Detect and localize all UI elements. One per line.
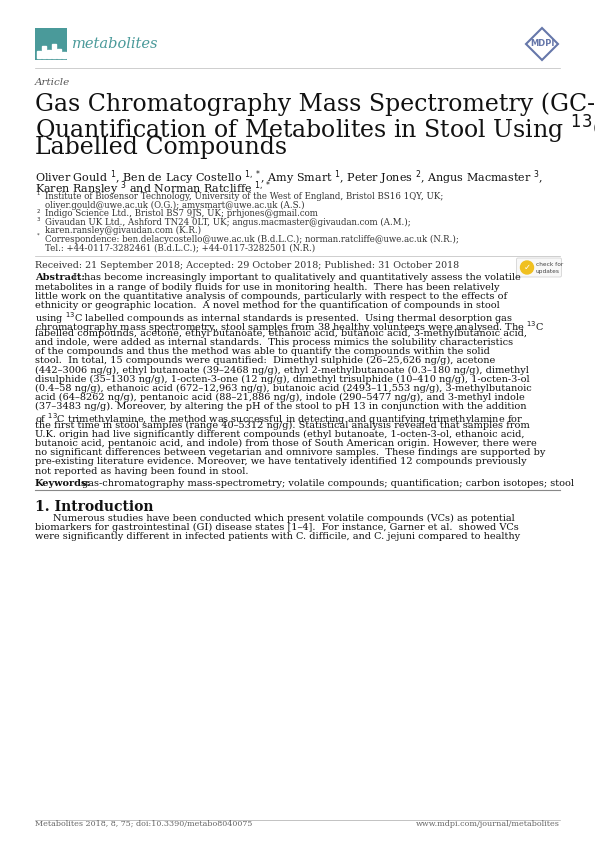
Text: $^{*}$: $^{*}$ [36, 235, 40, 242]
Text: Keywords:: Keywords: [35, 479, 91, 488]
Text: karen.ransley@givaudan.com (K.R.): karen.ransley@givaudan.com (K.R.) [45, 226, 201, 235]
Text: Karen Ransley $^{3}$ and Norman Ratcliffe $^{1,*}$: Karen Ransley $^{3}$ and Norman Ratcliff… [35, 179, 271, 198]
Text: were significantly different in infected patients with C. difficile, and C. jeju: were significantly different in infected… [35, 532, 520, 541]
Bar [52, 44, 55, 58]
Text: Institute of Biosensor Technology, University of the West of England, Bristol BS: Institute of Biosensor Technology, Unive… [45, 192, 443, 201]
Text: $^{3}$: $^{3}$ [36, 217, 41, 226]
Text: Numerous studies have been conducted which present volatile compounds (VCs) as p: Numerous studies have been conducted whi… [53, 514, 515, 523]
Text: Correspondence: ben.delacycostello@uwe.ac.uk (B.d.L.C.); norman.ratcliffe@uwe.ac: Correspondence: ben.delacycostello@uwe.a… [45, 235, 459, 243]
Text: updates: updates [536, 269, 560, 274]
Text: pre-existing literature evidence. Moreover, we have tentatively identified 12 co: pre-existing literature evidence. Moreov… [35, 457, 527, 466]
Text: Tel.: +44-0117-3282461 (B.d.L.C.); +44-0117-3282501 (N.R.): Tel.: +44-0117-3282461 (B.d.L.C.); +44-0… [45, 243, 315, 252]
Text: www.mdpi.com/journal/metabolites: www.mdpi.com/journal/metabolites [416, 820, 560, 828]
Text: little work on the quantitative analysis of compounds, particularly with respect: little work on the quantitative analysis… [35, 292, 507, 301]
Text: (37–3483 ng/g). Moreover, by altering the pH of the stool to pH 13 in conjunctio: (37–3483 ng/g). Moreover, by altering th… [35, 402, 527, 412]
Text: Givaudan UK Ltd., Ashford TN24 0LT, UK; angus.macmaster@givaudan.com (A.M.);: Givaudan UK Ltd., Ashford TN24 0LT, UK; … [45, 217, 411, 226]
Text: Labelled Compounds: Labelled Compounds [35, 136, 287, 159]
Bar [42, 46, 45, 58]
Text: It has become increasingly important to qualitatively and quantitatively assess : It has become increasingly important to … [73, 274, 521, 283]
Text: (442–3006 ng/g), ethyl butanoate (39–2468 ng/g), ethyl 2-methylbutanoate (0.3–18: (442–3006 ng/g), ethyl butanoate (39–246… [35, 365, 529, 375]
Text: ethnicity or geographic location.  A novel method for the quantification of comp: ethnicity or geographic location. A nove… [35, 301, 500, 310]
Text: $^{1}$: $^{1}$ [36, 192, 41, 200]
Text: Metabolites 2018, 8, 75; doi:10.3390/metabo8040075: Metabolites 2018, 8, 75; doi:10.3390/met… [35, 820, 252, 828]
Bar [57, 49, 61, 58]
Text: gas-chromatography mass-spectrometry; volatile compounds; quantification; carbon: gas-chromatography mass-spectrometry; vo… [82, 479, 574, 488]
Text: stool.  In total, 15 compounds were quantified:  Dimethyl sulphide (26–25,626 ng: stool. In total, 15 compounds were quant… [35, 356, 495, 365]
Text: the first time in stool samples (range 40–5312 ng/g). Statistical analysis revea: the first time in stool samples (range 4… [35, 421, 530, 429]
Text: disulphide (35–1303 ng/g), 1-octen-3-one (12 ng/g), dimethyl trisulphide (10–410: disulphide (35–1303 ng/g), 1-octen-3-one… [35, 375, 530, 384]
Text: (0.4–58 ng/g), ethanoic acid (672–12,963 ng/g), butanoic acid (2493–11,553 ng/g): (0.4–58 ng/g), ethanoic acid (672–12,963… [35, 384, 532, 393]
Text: of the compounds and thus the method was able to quantify the compounds within t: of the compounds and thus the method was… [35, 347, 490, 356]
Text: Article: Article [35, 78, 70, 87]
Text: and indole, were added as internal standards.  This process mimics the solubilit: and indole, were added as internal stand… [35, 338, 513, 347]
Text: Quantification of Metabolites in Stool Using $^{13}$C: Quantification of Metabolites in Stool U… [35, 114, 595, 147]
Text: check for: check for [536, 263, 563, 268]
Text: acid (64–8262 ng/g), pentanoic acid (88–21,886 ng/g), indole (290–5477 ng/g), an: acid (64–8262 ng/g), pentanoic acid (88–… [35, 393, 525, 402]
Text: Abstract:: Abstract: [35, 274, 85, 283]
Bar [37, 51, 40, 58]
Text: Indigo Science Ltd., Bristol BS7 9JS, UK; prhjones@gmail.com: Indigo Science Ltd., Bristol BS7 9JS, UK… [45, 209, 318, 218]
Text: butanoic acid, pentanoic acid, and indole) from those of South American origin. : butanoic acid, pentanoic acid, and indol… [35, 439, 537, 448]
Text: no significant differences between vegetarian and omnivore samples.  These findi: no significant differences between veget… [35, 448, 546, 457]
Text: metabolites: metabolites [72, 37, 158, 51]
Text: of $^{13}$C trimethylamine, the method was successful in detecting and quantifyi: of $^{13}$C trimethylamine, the method w… [35, 412, 524, 427]
Text: $^{2}$: $^{2}$ [36, 209, 41, 217]
FancyBboxPatch shape [35, 28, 67, 60]
Bar [62, 52, 65, 58]
Text: biomarkers for gastrointestinal (GI) disease states [1–4].  For instance, Garner: biomarkers for gastrointestinal (GI) dis… [35, 523, 519, 532]
Text: metabolites in a range of bodily fluids for use in monitoring health.  There has: metabolites in a range of bodily fluids … [35, 283, 499, 291]
Text: chromatography mass spectrometry, stool samples from 38 healthy volunteers were : chromatography mass spectrometry, stool … [35, 319, 544, 335]
Text: labelled compounds, acetone, ethyl butanoate, ethanoic acid, butanoic acid, 3-me: labelled compounds, acetone, ethyl butan… [35, 328, 527, 338]
Text: not reported as having been found in stool.: not reported as having been found in sto… [35, 466, 249, 476]
Text: 1. Introduction: 1. Introduction [35, 500, 154, 514]
Text: Received: 21 September 2018; Accepted: 29 October 2018; Published: 31 October 20: Received: 21 September 2018; Accepted: 2… [35, 260, 459, 269]
Text: ✓: ✓ [524, 263, 531, 272]
Circle shape [521, 261, 534, 274]
Text: oliver.gould@uwe.ac.uk (O.G.); amysmart@uwe.ac.uk (A.S.): oliver.gould@uwe.ac.uk (O.G.); amysmart@… [45, 200, 305, 210]
Text: Gas Chromatography Mass Spectrometry (GC-MS): Gas Chromatography Mass Spectrometry (GC… [35, 92, 595, 115]
Bar [47, 51, 51, 58]
Text: Oliver Gould $^{1}$, Ben de Lacy Costello $^{1,*}$, Amy Smart $^{1}$, Peter Jone: Oliver Gould $^{1}$, Ben de Lacy Costell… [35, 168, 543, 187]
Text: using $^{13}$C labelled compounds as internal standards is presented.  Using the: using $^{13}$C labelled compounds as int… [35, 311, 513, 326]
FancyBboxPatch shape [516, 258, 562, 277]
Text: U.K. origin had live significantly different compounds (ethyl butanoate, 1-octen: U.K. origin had live significantly diffe… [35, 430, 525, 439]
Text: MDPI: MDPI [530, 40, 554, 49]
